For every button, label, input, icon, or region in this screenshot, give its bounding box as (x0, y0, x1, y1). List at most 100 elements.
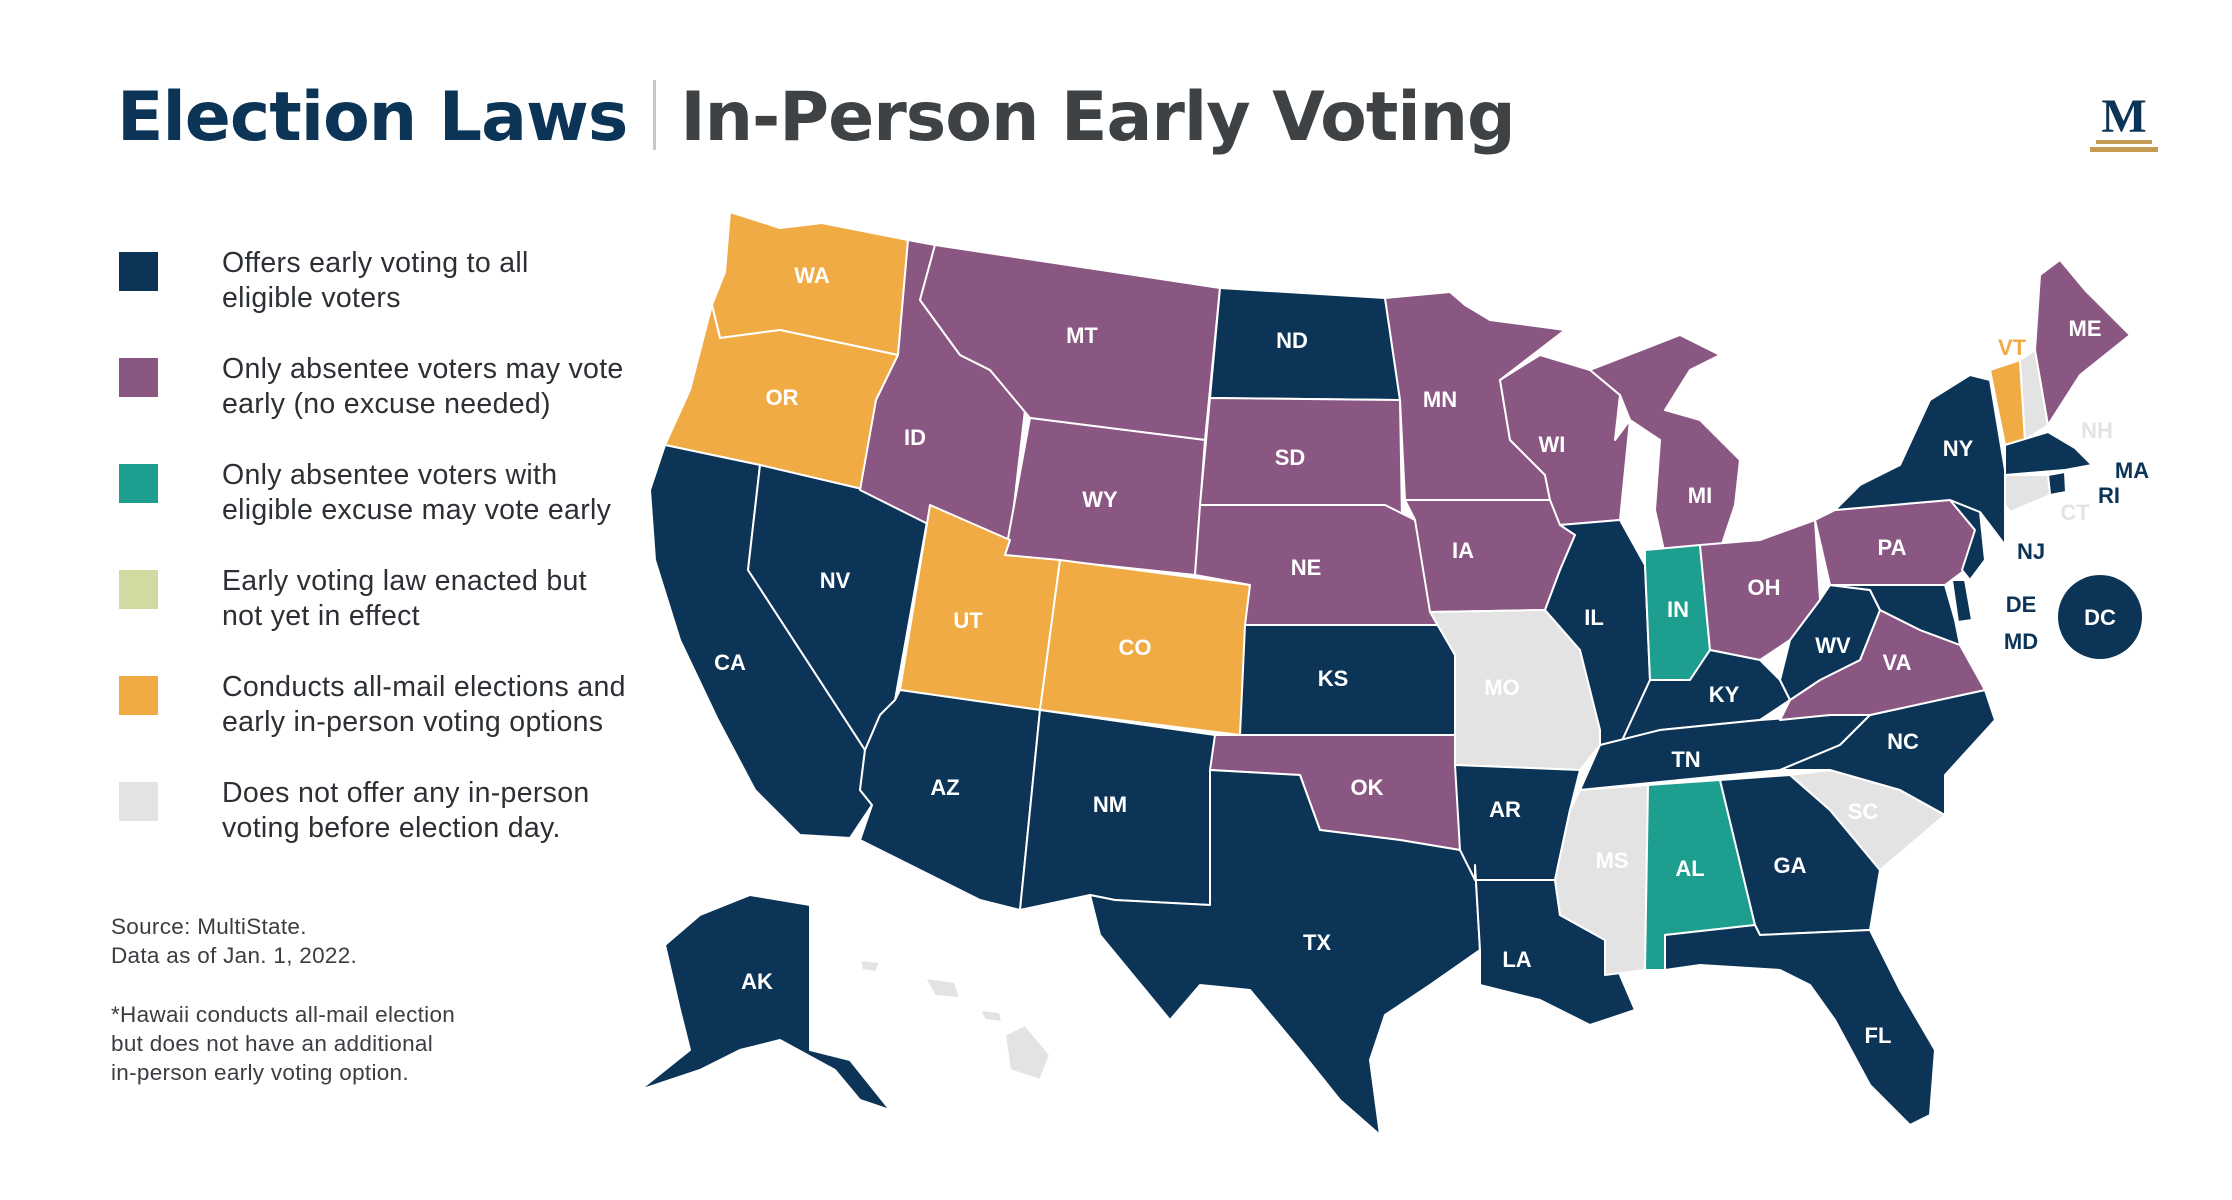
legend: Offers early voting to all eligible voter… (119, 246, 679, 882)
state-label-hi: HI* (957, 1046, 988, 1071)
legend-label: Offers early voting to all eligible voter… (222, 247, 529, 314)
title-main: Election Laws (117, 78, 628, 157)
legend-label: Only absentee voters with eligible excuse… (222, 459, 612, 526)
state-fl[interactable] (1664, 924, 1936, 1126)
state-label-nv: NV (820, 568, 851, 593)
state-label-mi: MI (1688, 483, 1712, 508)
state-label-vt: VT (1998, 335, 2027, 360)
state-shapes (639, 211, 2142, 1136)
legend-item-none: Does not offer any in-person voting befor… (119, 776, 679, 882)
state-label-il: IL (1584, 605, 1604, 630)
state-label-nh: NH (2081, 418, 2113, 443)
legend-swatch (119, 676, 158, 715)
legend-label: Does not offer any in-person voting befor… (222, 777, 590, 844)
state-label-wa: WA (794, 263, 830, 288)
state-label-tx: TX (1303, 930, 1331, 955)
state-md[interactable] (1829, 584, 1961, 646)
logo-base-top (2096, 140, 2152, 144)
legend-swatch (119, 570, 158, 609)
title-sub: In-Person Early Voting (680, 78, 1515, 157)
state-label-or: OR (766, 385, 799, 410)
state-label-ia: IA (1452, 538, 1474, 563)
legend-item-all-mail: Conducts all-mail elections and early in-… (119, 670, 679, 776)
state-label-sd: SD (1275, 445, 1306, 470)
state-label-ok: OK (1351, 775, 1384, 800)
state-label-sc: SC (1848, 799, 1879, 824)
state-label-id: ID (904, 425, 926, 450)
legend-item-enacted-not-effective: Early voting law enacted but not yet in e… (119, 564, 679, 670)
state-label-la: LA (1502, 947, 1531, 972)
state-label-wi: WI (1539, 432, 1566, 457)
source-note: Source: MultiState. Data as of Jan. 1, 2… (111, 912, 357, 970)
state-mi[interactable] (1589, 334, 1741, 556)
state-dc[interactable] (2058, 575, 2142, 659)
data-date-line: Data as of Jan. 1, 2022. (111, 943, 358, 968)
legend-swatch (119, 782, 158, 821)
legend-item-absentee-excuse: Only absentee voters with eligible excuse… (119, 458, 679, 564)
state-label-ks: KS (1318, 666, 1349, 691)
state-de[interactable] (1951, 579, 1973, 623)
state-az[interactable] (859, 689, 1041, 911)
state-me[interactable] (2034, 259, 2131, 426)
legend-label: Conducts all-mail elections and early in-… (222, 671, 626, 738)
multistate-logo: M (2090, 92, 2158, 152)
state-label-ri: RI (2098, 483, 2120, 508)
state-label-ak: AK (741, 969, 773, 994)
state-label-co: CO (1119, 635, 1152, 660)
state-label-ky: KY (1709, 682, 1740, 707)
state-label-nj: NJ (2017, 539, 2045, 564)
hawaii-footnote: *Hawaii conducts all-mail election but d… (111, 1002, 456, 1085)
state-label-pa: PA (1878, 535, 1907, 560)
state-label-ny: NY (1943, 436, 1974, 461)
state-labels: WA OR CA NV ID MT WY UT CO AZ NM ND SD N… (714, 263, 2149, 1071)
state-tx[interactable] (1089, 769, 1481, 1136)
state-label-ma: MA (2115, 458, 2149, 483)
state-label-oh: OH (1748, 575, 1781, 600)
state-label-ne: NE (1291, 555, 1322, 580)
legend-item-absentee-no-excuse: Only absentee voters may vote early (no e… (119, 352, 679, 458)
state-label-md: MD (2004, 629, 2038, 654)
state-label-dc: DC (2084, 605, 2116, 630)
legend-swatch (119, 252, 158, 291)
state-label-tn: TN (1671, 747, 1700, 772)
state-label-mn: MN (1423, 387, 1457, 412)
title-divider (653, 80, 657, 150)
state-label-fl: FL (1865, 1023, 1892, 1048)
state-wv[interactable] (1779, 584, 1881, 701)
legend-swatch (119, 464, 158, 503)
state-nc[interactable] (1779, 689, 1996, 816)
state-label-mt: MT (1066, 323, 1098, 348)
state-hi[interactable] (859, 959, 1051, 1081)
legend-item-all-voters: Offers early voting to all eligible voter… (119, 246, 679, 352)
legend-swatch (119, 358, 158, 397)
state-ct[interactable] (2004, 474, 2051, 513)
legend-label: Only absentee voters may vote early (no e… (222, 353, 624, 420)
state-label-nm: NM (1093, 792, 1127, 817)
state-label-ut: UT (953, 608, 983, 633)
state-label-az: AZ (930, 775, 959, 800)
state-ri[interactable] (2047, 471, 2067, 496)
state-label-in: IN (1667, 597, 1689, 622)
state-label-al: AL (1675, 856, 1704, 881)
state-label-ms: MS (1596, 848, 1629, 873)
state-label-ga: GA (1774, 853, 1807, 878)
state-label-nd: ND (1276, 328, 1308, 353)
state-label-mo: MO (1484, 675, 1519, 700)
state-label-wy: WY (1082, 487, 1118, 512)
state-label-ca: CA (714, 650, 746, 675)
state-label-ct: CT (2060, 500, 2090, 525)
source-line: Source: MultiState. (111, 914, 307, 939)
state-ny[interactable] (1834, 374, 2006, 546)
page-title: Election Laws In-Person Early Voting (117, 80, 1516, 152)
state-label-me: ME (2069, 316, 2102, 341)
state-label-nc: NC (1887, 729, 1919, 754)
state-label-de: DE (2006, 592, 2037, 617)
logo-base-bottom (2090, 147, 2158, 152)
legend-label: Early voting law enacted but not yet in e… (222, 565, 587, 632)
state-il[interactable] (1544, 519, 1651, 746)
state-ak[interactable] (639, 894, 891, 1111)
state-label-ar: AR (1489, 797, 1521, 822)
state-label-wv: WV (1815, 633, 1851, 658)
state-wi[interactable] (1499, 354, 1631, 526)
